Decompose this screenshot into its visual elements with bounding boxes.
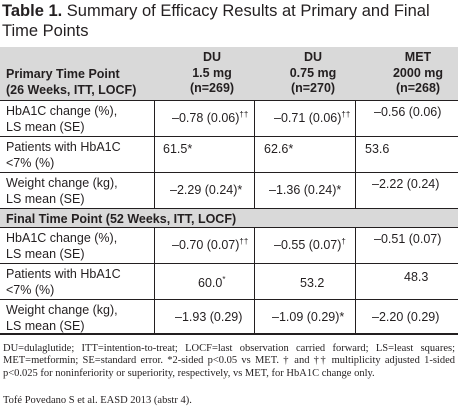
- cell-met: 53.6: [365, 141, 389, 157]
- row-label: Weight change (kg), LS mean (SE): [6, 175, 146, 207]
- cell-met: 48.3: [404, 269, 428, 285]
- cell-du-0-75: –1.36 (0.24)*: [269, 182, 341, 198]
- efficacy-table: Primary Time Point (26 Weeks, ITT, LOCF)…: [0, 47, 458, 335]
- row-label: Weight change (kg), LS mean (SE): [6, 302, 146, 334]
- cell-value: 48.3: [404, 270, 429, 284]
- row-label-line1: HbA1C change (%),: [6, 231, 118, 245]
- row-label-line1: Weight change (kg),: [6, 303, 118, 317]
- row-label-line1: Weight change (kg),: [6, 176, 118, 190]
- cell-value: 53.2: [300, 276, 325, 290]
- column-du-0-75: DU 0.75 mg (n=270): [283, 50, 343, 97]
- row-label-line1: Patients with HbA1C: [6, 267, 121, 281]
- cell-mark: *: [222, 274, 226, 284]
- cell-value: 62.6*: [264, 142, 294, 156]
- table-row: Weight change (kg), LS mean (SE) –2.29 (0…: [0, 172, 458, 209]
- column-divider: [254, 227, 255, 333]
- column-divider: [154, 100, 155, 208]
- table-title: Table 1. Summary of Efficacy Results at …: [2, 1, 454, 41]
- column-n: (n=270): [290, 81, 336, 95]
- column-du-1-5: DU 1.5 mg (n=269): [182, 50, 242, 97]
- cell-du-0-75: –0.55 (0.07)†: [274, 237, 346, 253]
- cell-mark: ††: [341, 109, 351, 119]
- cell-value: –0.78 (0.06): [172, 111, 240, 125]
- column-n: (n=268): [395, 81, 441, 95]
- cell-met: –2.22 (0.24): [372, 176, 439, 192]
- cell-value: –1.36 (0.24)*: [269, 183, 342, 197]
- cell-value: –0.55 (0.07): [274, 238, 342, 252]
- cell-du-0-75: –1.09 (0.29)*: [272, 309, 344, 325]
- column-met-2000: MET 2000 mg (n=268): [383, 50, 453, 97]
- cell-value: 53.6: [365, 142, 390, 156]
- row-label-line1: Patients with HbA1C: [6, 140, 121, 154]
- cell-value: 61.5*: [163, 142, 193, 156]
- column-divider: [154, 227, 155, 333]
- column-divider: [355, 100, 356, 208]
- primary-time-point-label: Primary Time Point (26 Weeks, ITT, LOCF): [6, 66, 136, 98]
- cell-value: –0.56 (0.06): [374, 105, 442, 119]
- column-dose: 1.5 mg: [192, 65, 232, 80]
- table-row: Patients with HbA1C <7% (%) 61.5* 62.6* 5…: [0, 136, 458, 173]
- cell-met: –0.51 (0.07): [374, 231, 441, 247]
- cell-value: –0.71 (0.06): [274, 111, 342, 125]
- row-label-line2: LS mean (SE): [6, 247, 85, 261]
- cell-value: –2.29 (0.24)*: [170, 183, 243, 197]
- row-label: Patients with HbA1C <7% (%): [6, 266, 146, 298]
- cell-value: –1.93 (0.29): [175, 310, 243, 324]
- cell-du-0-75: 62.6*: [264, 141, 293, 157]
- column-n: (n=269): [189, 81, 235, 95]
- cell-du-1-5: –0.78 (0.06)††: [172, 110, 248, 126]
- section-label: Final Time Point (52 Weeks, ITT, LOCF): [6, 212, 237, 226]
- cell-du-1-5: –1.93 (0.29): [175, 309, 242, 325]
- header-label-line2: (26 Weeks, ITT, LOCF): [6, 83, 137, 97]
- table-source: Tofé Povedano S et al. EASD 2013 (abstr …: [3, 395, 192, 406]
- cell-du-1-5: –0.70 (0.07)††: [172, 237, 248, 253]
- table-caption: Summary of Efficacy Results at Primary a…: [2, 2, 430, 40]
- cell-du-1-5: –2.29 (0.24)*: [170, 182, 242, 198]
- row-label: HbA1C change (%), LS mean (SE): [6, 103, 146, 135]
- column-name: MET: [404, 50, 432, 64]
- table-number: Table 1.: [2, 2, 63, 20]
- table-row: HbA1C change (%), LS mean (SE) –0.70 (0.0…: [0, 227, 458, 264]
- cell-value: –0.51 (0.07): [374, 232, 442, 246]
- row-label-line2: <7% (%): [6, 156, 55, 170]
- cell-value: –1.09 (0.29)*: [272, 310, 345, 324]
- row-label-line2: LS mean (SE): [6, 319, 85, 333]
- final-time-point-section: Final Time Point (52 Weeks, ITT, LOCF): [0, 208, 458, 227]
- cell-du-1-5: 60.0*: [198, 275, 225, 291]
- cell-mark: †: [341, 236, 346, 246]
- table-header: Primary Time Point (26 Weeks, ITT, LOCF)…: [0, 47, 458, 100]
- cell-du-1-5: 61.5*: [163, 141, 192, 157]
- table-row: Patients with HbA1C <7% (%) 60.0* 53.2 48…: [0, 263, 458, 300]
- column-divider: [254, 100, 255, 208]
- cell-du-0-75: 53.2: [300, 275, 324, 291]
- column-dose: 2000 mg: [392, 65, 444, 80]
- cell-value: 60.0: [198, 276, 223, 290]
- row-label-line2: <7% (%): [6, 283, 55, 297]
- row-label: Patients with HbA1C <7% (%): [6, 139, 146, 171]
- table-row: Weight change (kg), LS mean (SE) –1.93 (0…: [0, 299, 458, 334]
- cell-value: –2.20 (0.29): [372, 310, 440, 324]
- cell-du-0-75: –0.71 (0.06)††: [274, 110, 350, 126]
- cell-met: –0.56 (0.06): [374, 104, 441, 120]
- column-dose: 0.75 mg: [289, 65, 337, 80]
- cell-mark: ††: [239, 109, 249, 119]
- row-label-line1: HbA1C change (%),: [6, 104, 118, 118]
- cell-value: –0.70 (0.07): [172, 238, 240, 252]
- table-row: HbA1C change (%), LS mean (SE) –0.78 (0.0…: [0, 100, 458, 137]
- cell-value: –2.22 (0.24): [372, 177, 440, 191]
- row-label: HbA1C change (%), LS mean (SE): [6, 230, 146, 262]
- cell-mark: ††: [239, 236, 249, 246]
- column-name: DU: [202, 50, 222, 64]
- cell-met: –2.20 (0.29): [372, 309, 439, 325]
- column-divider: [355, 227, 356, 333]
- table-bottom-rule: [0, 333, 458, 335]
- column-name: DU: [303, 50, 323, 64]
- row-label-line2: LS mean (SE): [6, 192, 85, 206]
- row-label-line2: LS mean (SE): [6, 120, 85, 134]
- table-footnote: DU=dulaglutide; ITT=intention-to-treat; …: [3, 343, 455, 379]
- header-label-line1: Primary Time Point: [6, 67, 120, 81]
